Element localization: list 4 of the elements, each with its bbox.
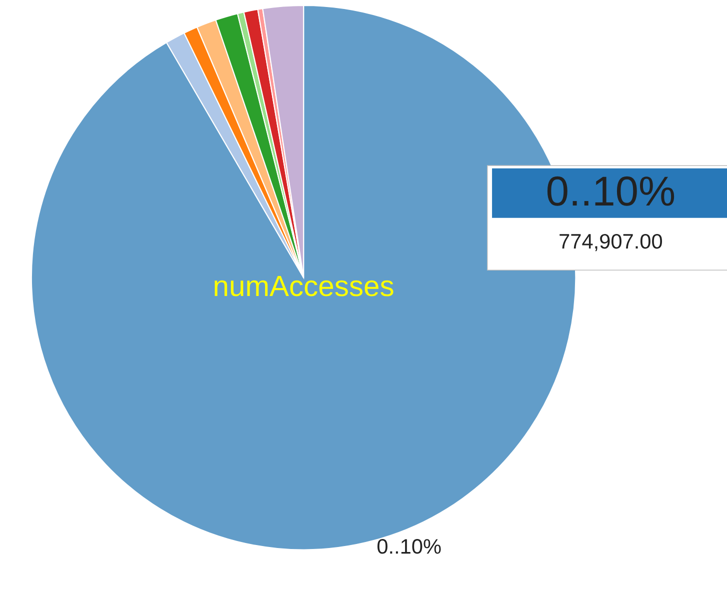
text: 774,907.00 [560,234,662,252]
slice-label: 0..10% [377,539,441,554]
text: numAccesses [214,276,394,296]
text: 0..10% [547,176,674,206]
